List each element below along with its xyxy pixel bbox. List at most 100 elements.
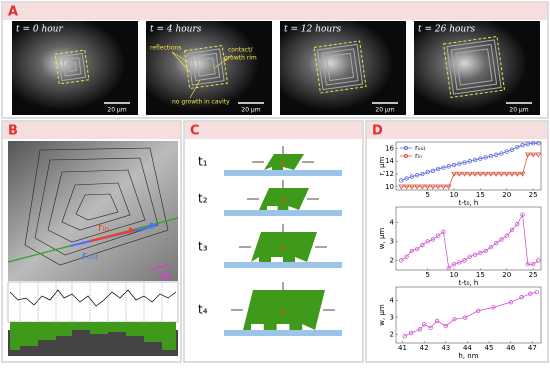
dashed-outline bbox=[54, 49, 90, 85]
point bbox=[425, 169, 430, 175]
point bbox=[504, 149, 509, 154]
point bbox=[446, 265, 451, 271]
y-tick-label: 2 bbox=[390, 256, 394, 264]
growth-step: t₄ bbox=[198, 282, 342, 336]
x-tick-label: 5 bbox=[425, 191, 429, 199]
x-tick-label: 20 bbox=[502, 271, 511, 279]
y-tick-label: 3 bbox=[390, 314, 394, 322]
point bbox=[457, 260, 462, 265]
point bbox=[451, 262, 457, 267]
point bbox=[420, 171, 425, 177]
point bbox=[399, 178, 404, 183]
point bbox=[536, 258, 541, 263]
point bbox=[441, 165, 446, 170]
point bbox=[414, 246, 420, 252]
point bbox=[530, 152, 536, 158]
point bbox=[451, 171, 457, 177]
micrograph: t = 26 hours 20 µm bbox=[414, 21, 540, 115]
substrate bbox=[224, 330, 342, 336]
x-tick-label: 15 bbox=[476, 191, 485, 199]
point bbox=[440, 184, 447, 190]
point bbox=[436, 166, 441, 172]
micrograph: t = 0 hour 20 µm bbox=[12, 21, 138, 115]
x-axis-label: t-t₀, h bbox=[459, 279, 479, 287]
point bbox=[478, 156, 483, 161]
point bbox=[483, 248, 488, 254]
point bbox=[499, 151, 504, 156]
point bbox=[534, 289, 539, 295]
point bbox=[477, 171, 484, 177]
point bbox=[456, 171, 463, 177]
y-axis-label: w, µm bbox=[378, 228, 386, 250]
y-axis-label: r, µm bbox=[378, 157, 386, 176]
point bbox=[488, 171, 494, 177]
point bbox=[519, 171, 526, 177]
point bbox=[402, 334, 407, 339]
scale-label: 20 µm bbox=[375, 107, 394, 114]
point bbox=[424, 184, 431, 190]
cavity-mark bbox=[281, 199, 285, 202]
point bbox=[520, 143, 525, 148]
point bbox=[467, 171, 473, 177]
panel-letter: D bbox=[372, 124, 383, 139]
scale-label: 20 µm bbox=[509, 107, 528, 114]
point bbox=[462, 160, 467, 165]
contour bbox=[196, 57, 216, 77]
point bbox=[420, 243, 425, 248]
point bbox=[493, 171, 499, 177]
panel-frames bbox=[1, 1, 549, 363]
point bbox=[451, 162, 457, 168]
contour bbox=[325, 52, 355, 82]
step-label: t₁ bbox=[198, 155, 208, 169]
contour bbox=[62, 57, 82, 77]
micrograph: t = 4 hours 20 µm bbox=[146, 21, 272, 115]
plot-frame bbox=[395, 141, 542, 191]
x-tick-label: 25 bbox=[529, 191, 538, 199]
y-tick-label: 10 bbox=[385, 183, 394, 191]
x-tick-label: 25 bbox=[529, 271, 538, 279]
point bbox=[535, 152, 542, 158]
point bbox=[462, 258, 467, 263]
contour bbox=[321, 48, 359, 86]
point bbox=[457, 161, 462, 166]
step-label: t₂ bbox=[198, 192, 208, 206]
x-tick-label: 20 bbox=[502, 191, 511, 199]
point bbox=[508, 300, 513, 305]
contour bbox=[446, 39, 502, 95]
point bbox=[503, 171, 510, 177]
cavity-mark bbox=[281, 247, 285, 250]
point bbox=[425, 239, 430, 244]
point bbox=[430, 184, 436, 190]
y-tick-label: 4 bbox=[390, 218, 395, 226]
series-line bbox=[401, 154, 539, 188]
point bbox=[436, 233, 441, 238]
time-label: t = 0 hour bbox=[16, 25, 63, 35]
point bbox=[528, 291, 533, 296]
x-tick-label: 10 bbox=[450, 271, 459, 279]
time-label: t = 4 hours bbox=[150, 25, 202, 35]
point bbox=[404, 176, 409, 181]
point bbox=[525, 262, 530, 267]
point bbox=[498, 171, 505, 177]
point bbox=[478, 250, 483, 255]
substrate bbox=[224, 210, 342, 216]
x-tick-label: 47 bbox=[528, 344, 537, 352]
step-label: t₃ bbox=[198, 240, 208, 254]
point bbox=[463, 315, 468, 320]
annotation: contact/ bbox=[228, 47, 253, 54]
point bbox=[398, 184, 405, 190]
image-bg bbox=[146, 21, 272, 115]
point bbox=[515, 222, 520, 227]
x-tick-label: 43 bbox=[441, 344, 450, 352]
point bbox=[472, 171, 478, 177]
point bbox=[494, 152, 499, 157]
point bbox=[472, 252, 478, 257]
scale-label: 20 µm bbox=[107, 107, 126, 114]
point bbox=[461, 171, 468, 177]
contour bbox=[316, 43, 364, 91]
annotation: no growth in cavity bbox=[172, 99, 230, 106]
y-tick-label: 4 bbox=[390, 297, 395, 305]
point bbox=[417, 327, 422, 332]
